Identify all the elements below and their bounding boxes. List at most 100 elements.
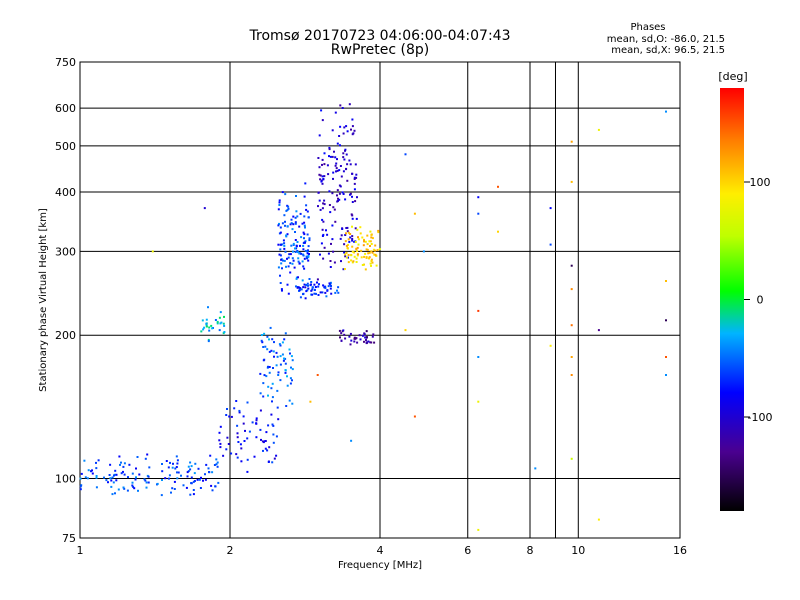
data-point: [272, 424, 275, 427]
data-point: [160, 494, 163, 497]
data-point: [286, 257, 288, 260]
data-point: [309, 284, 312, 287]
data-point: [285, 209, 288, 212]
data-point: [272, 441, 275, 444]
data-point: [294, 247, 297, 250]
data-point: [277, 374, 280, 376]
data-point: [168, 474, 171, 477]
data-point: [324, 287, 327, 290]
data-point: [284, 332, 287, 335]
data-point: [261, 341, 264, 344]
data-point: [222, 454, 225, 457]
data-point: [318, 173, 321, 176]
data-point: [282, 239, 285, 242]
data-point: [271, 423, 274, 426]
data-point: [345, 125, 348, 128]
data-point: [218, 316, 221, 319]
data-point: [322, 233, 325, 236]
data-point: [189, 461, 192, 464]
data-point: [347, 231, 350, 234]
data-point: [351, 125, 354, 128]
data-point: [353, 129, 356, 132]
data-point: [201, 319, 204, 322]
data-point: [369, 230, 372, 233]
data-point: [79, 477, 82, 480]
x-tick-label: 2: [227, 544, 234, 557]
data-point: [342, 152, 345, 155]
data-point: [194, 462, 197, 465]
data-point: [340, 260, 342, 263]
data-point: [303, 233, 306, 236]
data-point: [182, 484, 185, 487]
data-point: [345, 256, 348, 259]
data-point: [79, 488, 82, 491]
data-point: [317, 285, 320, 288]
data-point: [341, 191, 344, 194]
data-point: [211, 327, 214, 330]
data-point: [271, 400, 273, 403]
data-point: [338, 135, 341, 137]
data-point: [186, 475, 189, 478]
data-point: [313, 289, 316, 291]
data-point: [107, 481, 109, 484]
data-point: [345, 167, 348, 170]
data-point: [339, 144, 341, 147]
data-point: [294, 222, 297, 225]
data-point: [367, 340, 370, 343]
data-point: [320, 180, 323, 183]
data-point: [370, 236, 373, 239]
data-point: [287, 292, 290, 295]
data-point: [356, 250, 359, 253]
data-point: [280, 262, 283, 265]
data-point: [260, 334, 263, 336]
data-point: [259, 428, 262, 431]
data-point: [370, 258, 373, 261]
data-point: [337, 286, 340, 289]
data-point: [346, 230, 349, 233]
data-point: [332, 171, 335, 174]
data-point: [305, 208, 308, 211]
data-point: [91, 472, 94, 475]
data-point: [268, 350, 271, 353]
data-point: [265, 375, 268, 378]
data-point: [329, 287, 332, 290]
data-point: [112, 481, 115, 484]
data-point: [186, 471, 189, 474]
data-point: [334, 291, 337, 294]
data-point: [290, 222, 293, 225]
data-point: [263, 332, 266, 335]
data-point: [334, 111, 337, 114]
data-point: [266, 348, 269, 351]
data-point: [296, 241, 299, 243]
data-point: [230, 452, 233, 455]
data-point: [225, 448, 228, 451]
data-point: [170, 491, 172, 494]
data-point: [404, 329, 407, 332]
data-point: [259, 372, 262, 375]
data-point: [665, 319, 667, 322]
data-point: [321, 207, 324, 210]
data-point: [348, 335, 351, 338]
data-point: [147, 475, 150, 478]
data-point: [273, 355, 275, 358]
data-point: [279, 363, 282, 366]
data-point: [113, 474, 115, 477]
data-point: [331, 129, 334, 132]
data-point: [282, 359, 285, 362]
data-point: [281, 267, 283, 270]
data-point: [570, 356, 573, 358]
data-point: [316, 374, 319, 376]
data-point: [369, 240, 372, 243]
data-point: [334, 220, 337, 223]
data-point: [303, 224, 306, 227]
data-point: [351, 250, 354, 253]
data-point: [235, 453, 238, 456]
data-point: [267, 424, 270, 427]
data-point: [281, 353, 284, 356]
data-point: [289, 377, 292, 380]
data-point: [190, 476, 193, 479]
data-point: [326, 289, 329, 292]
data-point: [219, 322, 222, 325]
data-point: [294, 239, 297, 241]
data-point: [351, 239, 354, 242]
